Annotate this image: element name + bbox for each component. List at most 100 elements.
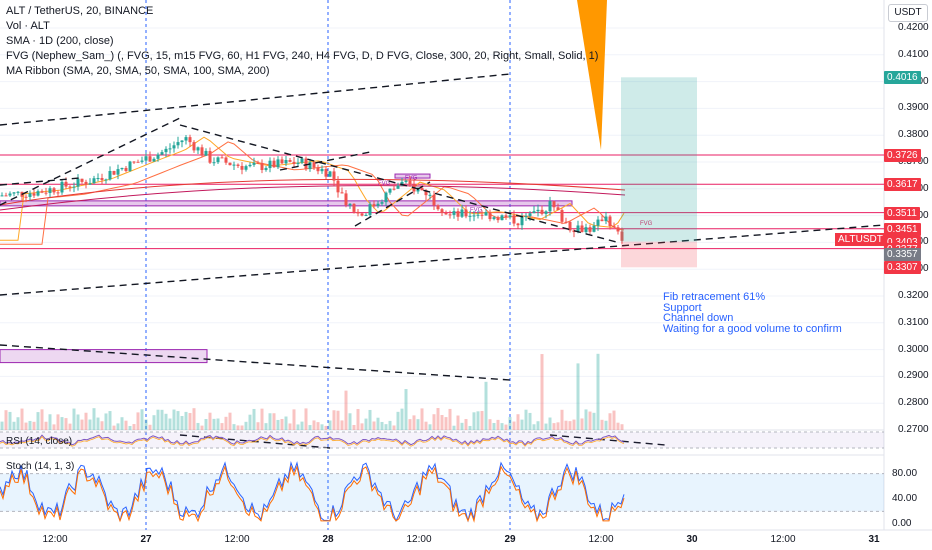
volume-bar [80, 419, 84, 430]
candle-body [488, 212, 492, 220]
volume-bar [612, 410, 616, 430]
currency-button[interactable]: USDT [888, 4, 928, 22]
volume-bar [600, 419, 604, 430]
volume-bar [548, 417, 552, 430]
candle-body [296, 162, 300, 164]
volume-bar [384, 424, 388, 430]
volume-bar [168, 418, 172, 430]
candle-body [48, 188, 52, 193]
volume-bar [388, 420, 392, 430]
candle-body [520, 216, 524, 226]
volume-bar [476, 411, 480, 430]
volume-bar [148, 424, 152, 430]
volume-bar [500, 423, 504, 430]
volume-bar [304, 408, 308, 430]
chart-grid [0, 0, 932, 531]
candle-body [220, 157, 224, 159]
stoch-d-line [0, 464, 625, 523]
candle-body [500, 215, 504, 221]
candle-body [536, 209, 540, 212]
volume-bar [296, 424, 300, 430]
candle-body [580, 225, 584, 233]
price-tag: 0.3617 [884, 178, 921, 192]
candle-body [248, 164, 252, 167]
volume-bar [372, 421, 376, 430]
volume-bar [264, 423, 268, 430]
legend-ma-ribbon: MA Ribbon (SMA, 20, SMA, 50, SMA, 100, S… [6, 65, 270, 77]
volume-bar [544, 423, 548, 430]
volume-bar [432, 414, 436, 430]
candle-body [284, 160, 288, 164]
volume-bar [56, 414, 60, 430]
candle-body [236, 164, 240, 166]
volume-bar [272, 413, 276, 430]
volume-bar [144, 419, 148, 430]
volume-bar [20, 408, 24, 430]
price-tick: 0.2700 [898, 424, 929, 435]
volume-bar [328, 420, 332, 430]
candle-body [324, 168, 328, 177]
target-arrow [577, 0, 607, 150]
volume-bar [192, 408, 196, 430]
volume-bar [308, 425, 312, 430]
volume-bar [352, 424, 356, 430]
volume-bar [460, 422, 464, 430]
candle-body [168, 148, 172, 150]
candle-body [148, 156, 152, 162]
volume-bar [340, 420, 344, 430]
volume-bar [252, 408, 256, 430]
long-position-tool[interactable] [621, 77, 697, 268]
candle-body [564, 221, 568, 223]
candle-body [308, 162, 312, 169]
volume-bars [0, 353, 624, 430]
volume-bar [368, 409, 372, 430]
candle-body [396, 185, 400, 189]
candle-body [300, 158, 304, 163]
volume-bar [452, 425, 456, 430]
candle-body [372, 204, 376, 206]
trend-line [549, 434, 666, 446]
volume-bar [12, 421, 16, 430]
candle-body [8, 193, 12, 196]
volume-bar [36, 412, 40, 430]
fvg-label: FVG [470, 208, 483, 214]
volume-bar [288, 423, 292, 430]
volume-bar [172, 409, 176, 430]
note-fib: Fib retracement 61% [663, 291, 766, 303]
volume-bar [568, 421, 572, 430]
volume-bar [532, 424, 536, 430]
candle-body [12, 192, 16, 194]
candle-body [444, 212, 448, 215]
volume-bar [420, 408, 424, 430]
volume-bar [48, 414, 52, 430]
volume-bar [28, 420, 32, 430]
price-tag: 0.3511 [884, 206, 920, 220]
candle-body [244, 166, 248, 170]
volume-bar [256, 422, 260, 430]
price-tick: 0.4200 [898, 22, 929, 33]
volume-bar [492, 423, 496, 430]
volume-bar [412, 415, 416, 430]
candle-body [428, 194, 432, 196]
volume-bar [212, 418, 216, 430]
candle-body [172, 145, 176, 149]
rsi-ma-line [0, 435, 625, 447]
take-profit-zone [621, 77, 697, 242]
candle-body [556, 207, 560, 211]
volume-bar [540, 354, 544, 430]
time-tick: 30 [686, 534, 698, 545]
fvg-label: FVG [640, 221, 653, 227]
volume-bar [32, 421, 36, 430]
candle-body [208, 150, 212, 163]
volume-bar [4, 410, 8, 430]
price-tick: 0.4100 [898, 48, 929, 60]
ma-line [0, 178, 626, 206]
trend-line [0, 73, 511, 126]
candle-body [360, 213, 364, 216]
volume-bar [76, 414, 80, 430]
legend-volume: Vol · ALT [6, 20, 50, 32]
candle-body [368, 204, 372, 215]
legend-sma: SMA · 1D (200, close) [6, 35, 114, 47]
volume-bar [112, 425, 116, 430]
